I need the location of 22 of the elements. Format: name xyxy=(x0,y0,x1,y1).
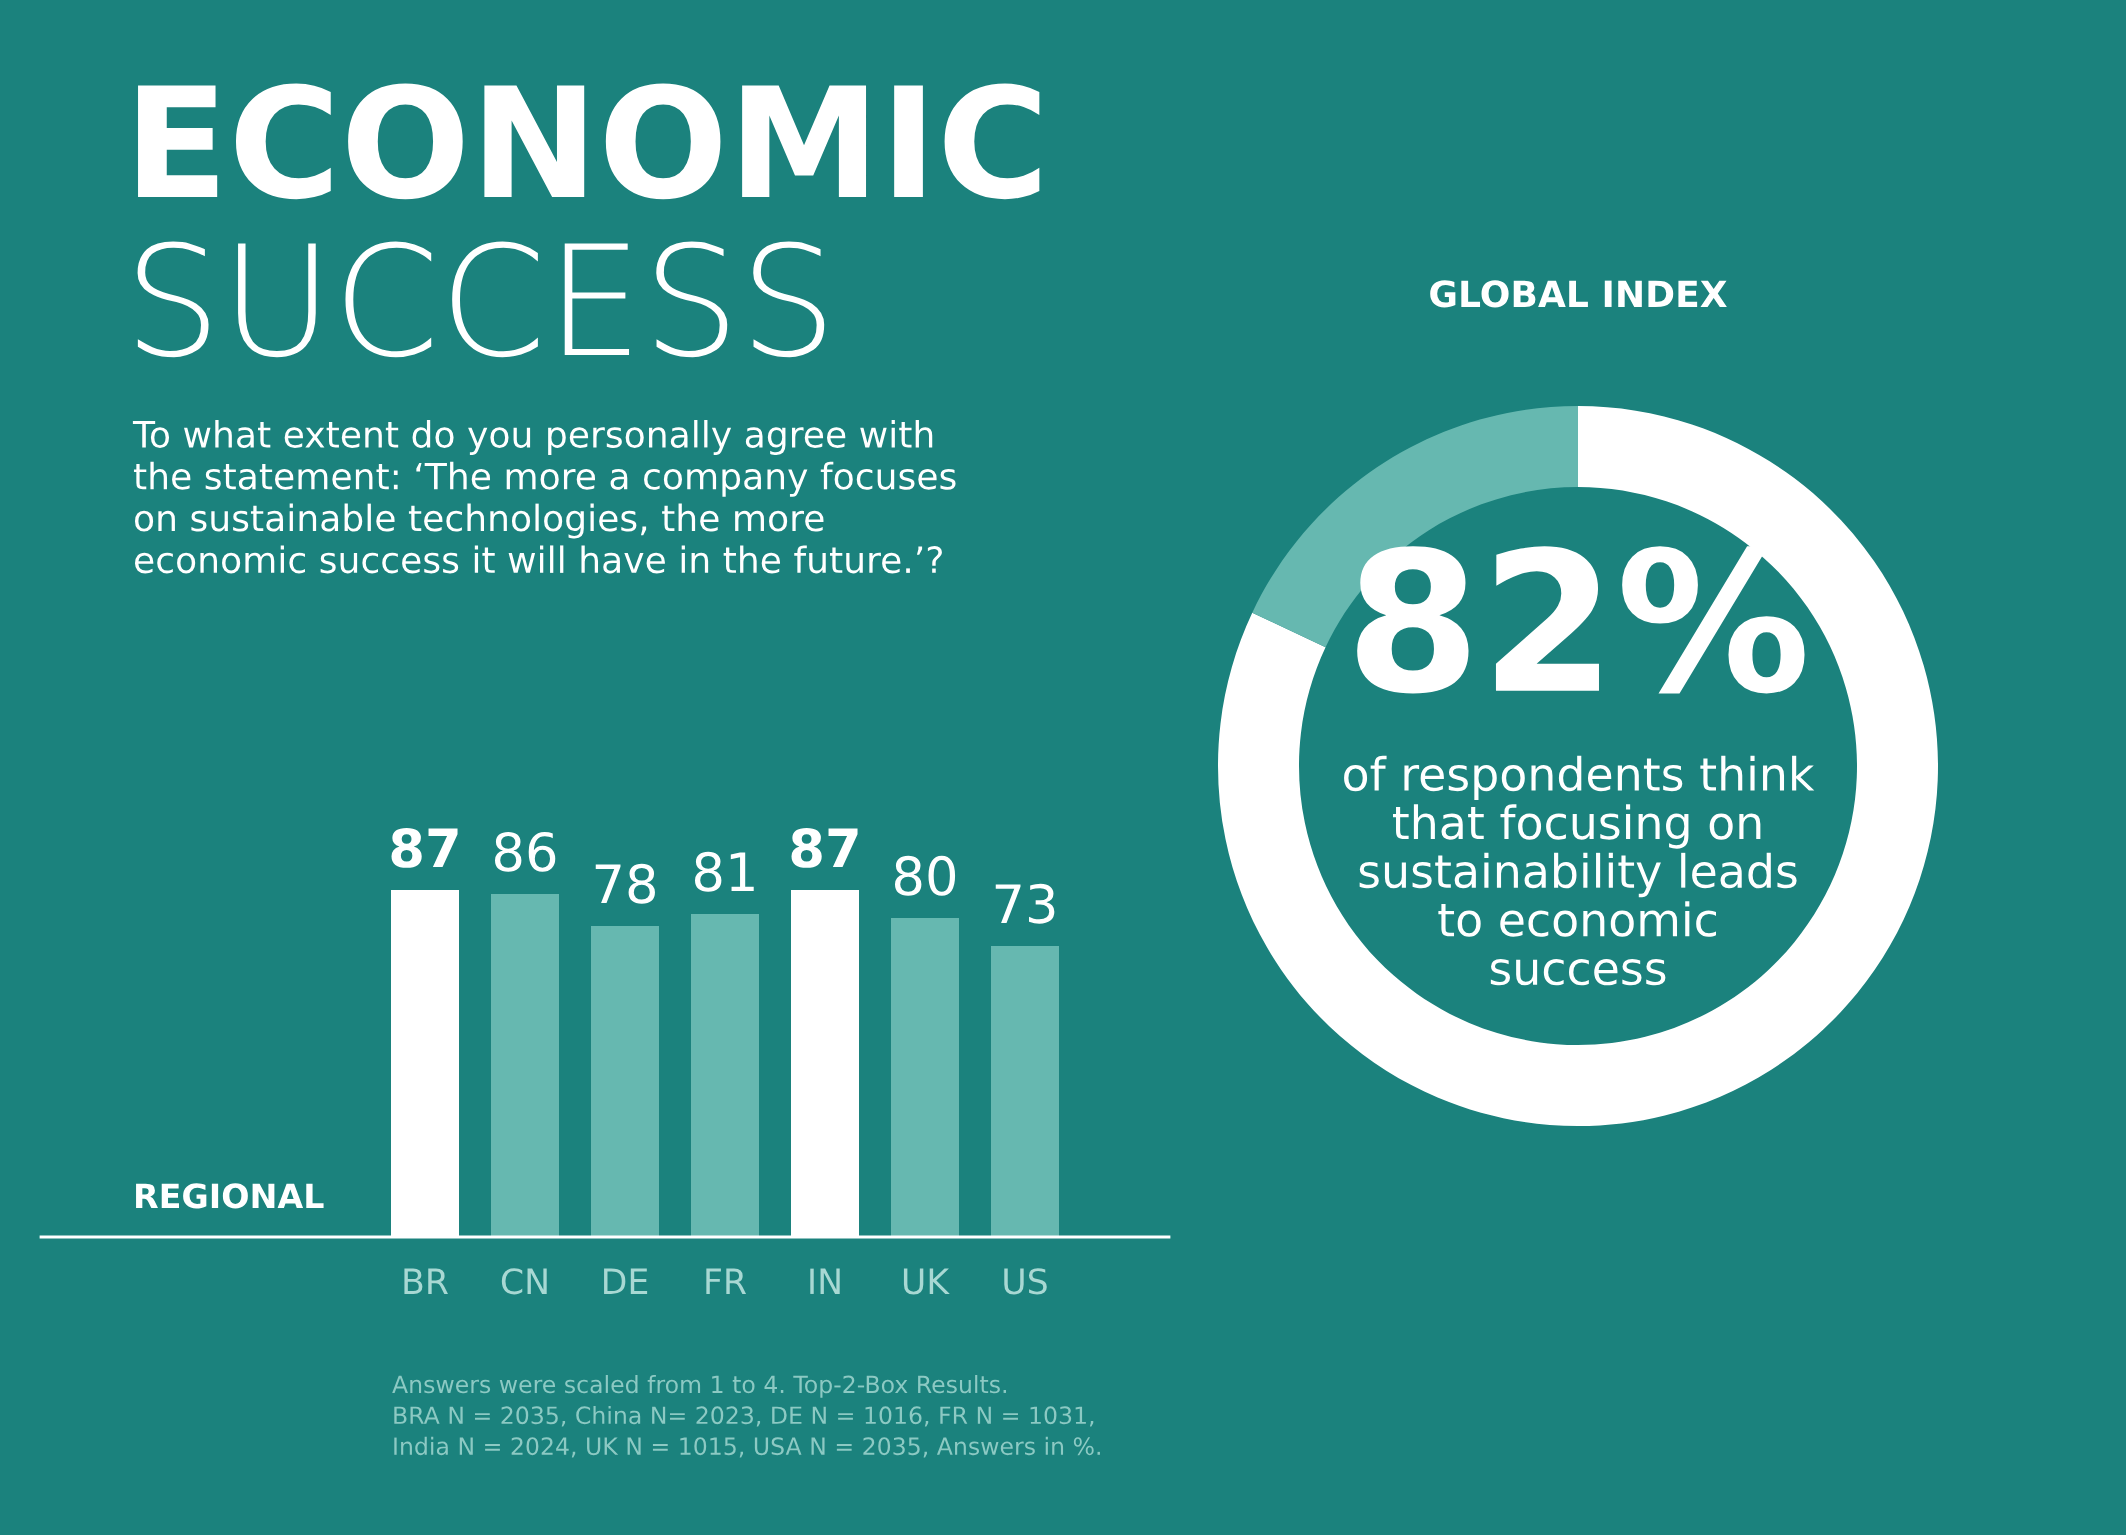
x-tick-label: DE xyxy=(604,1268,648,1294)
data-label: 87 xyxy=(791,827,858,868)
x-tick-label: UK xyxy=(903,1268,950,1295)
x-tick-label: BR xyxy=(404,1268,448,1294)
donut-slice xyxy=(1218,406,1938,1126)
chart-subtitle: To what extent do you personally agree with the statement: ‘The more a company focuses on sustainable technologies, the more economic success it will have in the future.’? xyxy=(132,420,956,574)
text: of respondents think that focusing on sustainability leads to economic success xyxy=(1344,755,1815,986)
data-label: 80 xyxy=(895,855,956,896)
text: REGIONAL xyxy=(136,1183,324,1209)
chart-title: ECONOMIC SUCCESS xyxy=(137,83,1040,358)
text: Answers were scaled from 1 to 4. Top-2-Box Results. BRA N = 2035, China N= 2023, DE N = 1016, FR N = 1031, India N = 2024, UK N = 1015, USA N = 2035, Answers in %. xyxy=(392,1375,1100,1458)
x-tick-label: FR xyxy=(706,1268,747,1294)
data-label: 82% xyxy=(1357,546,1805,694)
data-label: 73 xyxy=(995,883,1055,924)
x-tick-label: IN xyxy=(810,1268,840,1294)
data-label: 86 xyxy=(495,831,556,872)
x-tick-label: US xyxy=(1004,1268,1047,1295)
chart-title: GLOBAL INDEX xyxy=(1430,280,1727,308)
data-label: 78 xyxy=(595,863,655,904)
data-label: 87 xyxy=(391,827,458,868)
data-label: 81 xyxy=(695,851,754,892)
x-tick-label: CN xyxy=(501,1268,547,1295)
